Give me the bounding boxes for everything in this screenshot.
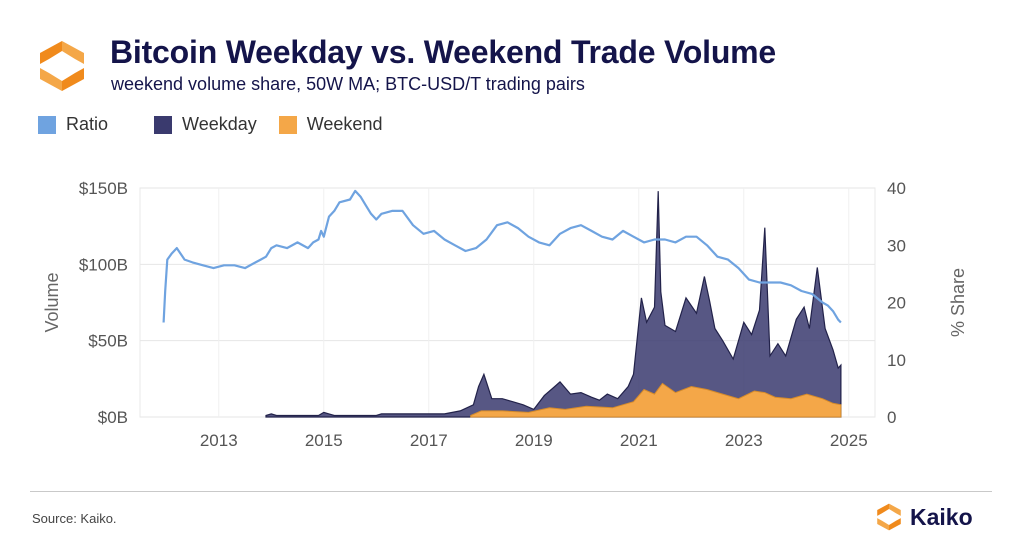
source-note: Source: Kaiko.	[32, 511, 117, 526]
kaiko-brand-icon	[877, 503, 901, 531]
legend-item-ratio[interactable]: Ratio	[38, 114, 108, 135]
x-tick-label: 2023	[725, 431, 763, 450]
kaiko-logo-icon	[40, 41, 84, 91]
series-weekend-area	[470, 382, 842, 418]
series-ratio-line	[162, 189, 842, 324]
x-tick-label: 2019	[515, 431, 553, 450]
footer-divider	[30, 491, 992, 492]
legend-swatch-ratio	[38, 115, 56, 134]
series-weekday-area	[265, 191, 842, 418]
y-right-tick-label: 0	[887, 408, 896, 427]
legend-swatch-weekday	[154, 115, 173, 134]
legend-item-weekend[interactable]: Weekend	[278, 114, 383, 135]
y-left-axis-title: Volume	[42, 272, 62, 332]
legend-label-weekday: Weekday	[182, 114, 257, 134]
page-subtitle: weekend volume share, 50W MA; BTC-USD/T …	[111, 74, 585, 94]
page-title: Bitcoin Weekday vs. Weekend Trade Volume	[110, 34, 777, 70]
y-right-axis-title: % Share	[948, 268, 968, 337]
x-tick-label: 2017	[410, 431, 448, 450]
x-tick-label: 2015	[305, 431, 343, 450]
y-left-tick-label: $100B	[79, 255, 128, 274]
x-tick-label: 2013	[200, 431, 238, 450]
chart-legend: Ratio Weekday Weekend	[38, 114, 404, 135]
y-left-tick-label: $50B	[88, 332, 128, 351]
y-right-tick-label: 40	[887, 179, 906, 198]
brand-name: Kaiko	[910, 503, 973, 530]
volume-chart: $0B $50B $100B $150B 0 10 20 30 40 2013 2015 2017 20…	[42, 179, 968, 450]
y-left-tick-label: $150B	[79, 179, 128, 198]
y-right-tick-label: 20	[887, 294, 906, 313]
legend-label-ratio: Ratio	[66, 114, 109, 134]
x-tick-label: 2021	[620, 431, 658, 450]
y-right-tick-label: 30	[887, 236, 906, 255]
brand-mark: Kaiko	[874, 502, 973, 532]
x-tick-label: 2025	[830, 431, 868, 450]
legend-swatch-weekend	[278, 115, 297, 134]
y-right-tick-label: 10	[887, 351, 906, 370]
legend-item-weekday[interactable]: Weekday	[154, 114, 257, 135]
legend-label-weekend: Weekend	[306, 114, 383, 134]
y-left-tick-label: $0B	[98, 408, 128, 427]
